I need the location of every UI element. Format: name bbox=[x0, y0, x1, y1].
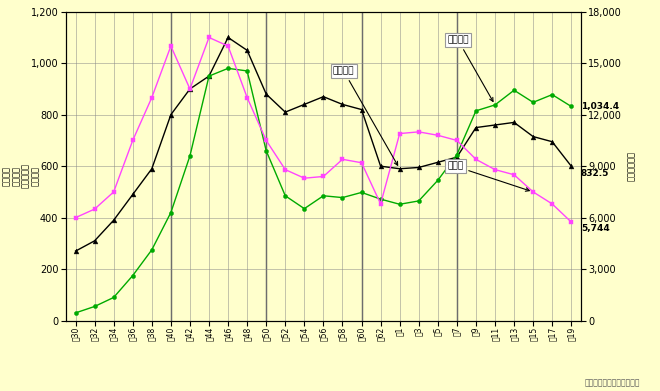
Text: 5,744: 5,744 bbox=[581, 224, 610, 233]
Text: （千人）: （千人） bbox=[30, 166, 40, 186]
Text: 負傷者数: 負傷者数 bbox=[333, 66, 398, 165]
Text: 832.5: 832.5 bbox=[581, 169, 609, 178]
Text: 死者数: 死者数 bbox=[447, 162, 529, 191]
Text: （千件）: （千件） bbox=[12, 166, 21, 186]
Text: 発生件数: 発生件数 bbox=[447, 36, 493, 101]
Text: 発生件数: 発生件数 bbox=[2, 166, 11, 186]
Text: 出典：警察庁資料より作成: 出典：警察庁資料より作成 bbox=[585, 378, 640, 387]
Text: 1,034.4: 1,034.4 bbox=[581, 102, 619, 111]
Y-axis label: 死者数（人）: 死者数（人） bbox=[626, 151, 636, 181]
Text: ・負傷者数: ・負傷者数 bbox=[20, 163, 30, 188]
